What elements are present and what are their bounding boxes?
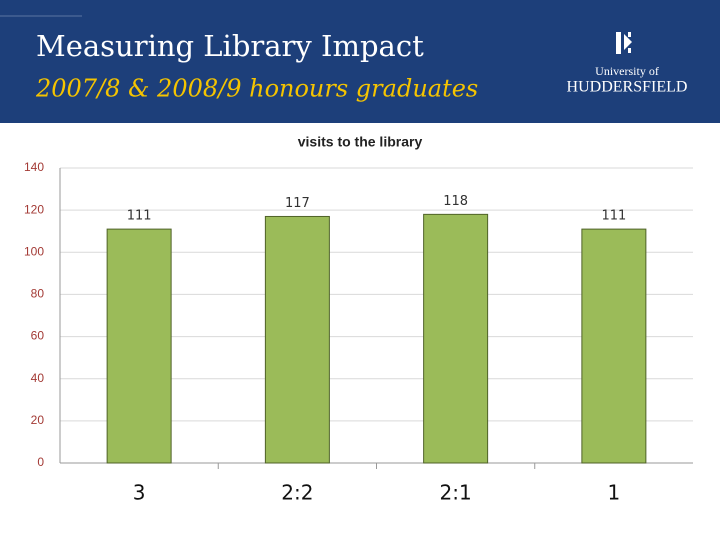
- logo-text: HUDDERSFIELD: [567, 79, 688, 96]
- value-label: 117: [285, 196, 310, 211]
- y-tick-label: 60: [31, 329, 45, 343]
- logo-mark: [628, 32, 631, 37]
- value-label: 118: [443, 194, 468, 209]
- x-tick-label: 2:2: [281, 481, 313, 505]
- y-tick-label: 40: [31, 371, 45, 385]
- logo: University of HUDDERSFIELD: [567, 32, 688, 96]
- bar: [106, 228, 172, 464]
- chart-title: visits to the library: [298, 134, 423, 150]
- slide-title: Measuring Library Impact: [36, 29, 424, 63]
- bar: [581, 228, 647, 464]
- bar: [423, 213, 489, 464]
- x-tick-label: 2:1: [440, 481, 472, 505]
- header-band: [0, 0, 720, 123]
- slide-subtitle: 2007/8 & 2008/9 honours graduates: [35, 75, 478, 103]
- x-tick-label: 1: [608, 481, 621, 505]
- y-tick-label: 140: [24, 160, 44, 174]
- y-tick-label: 80: [31, 287, 45, 301]
- logo-mark: [616, 32, 621, 54]
- logo-text: University of: [595, 64, 659, 78]
- x-tick-label: 3: [133, 481, 146, 505]
- y-tick-label: 120: [24, 202, 44, 216]
- value-label: 111: [601, 209, 626, 224]
- y-tick-label: 100: [24, 244, 44, 258]
- bar: [264, 215, 330, 464]
- y-tick-label: 20: [31, 413, 45, 427]
- logo-mark: [628, 48, 631, 53]
- value-label: 111: [127, 209, 152, 224]
- y-tick-label: 0: [37, 455, 44, 469]
- logo-mark: [624, 34, 632, 50]
